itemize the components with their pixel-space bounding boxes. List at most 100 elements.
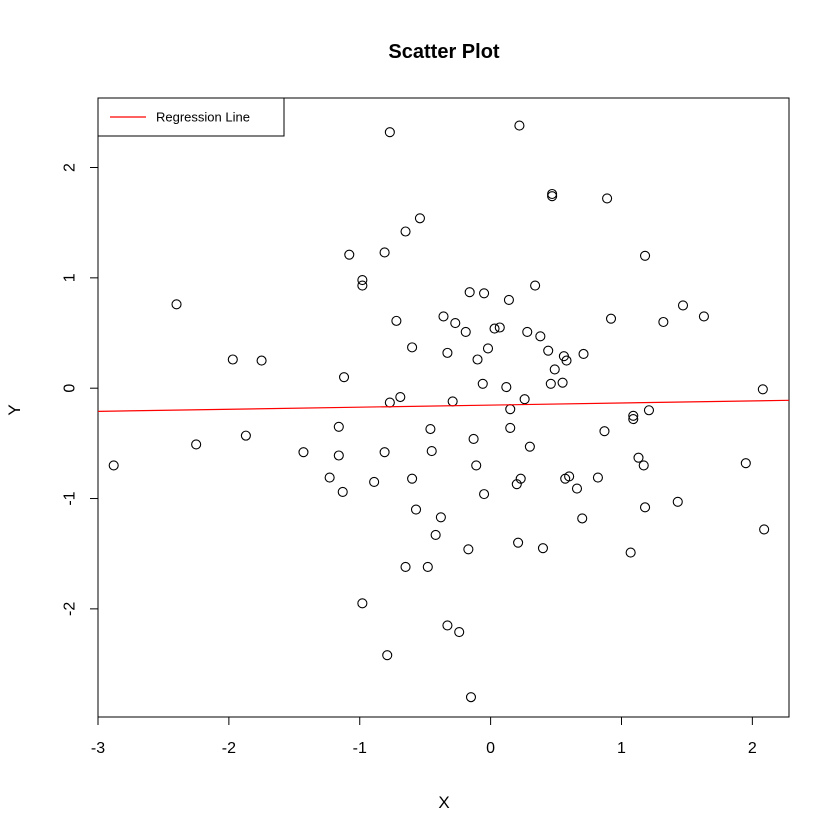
data-point-97: [740, 458, 751, 469]
data-point-76: [561, 355, 572, 366]
data-point-99: [759, 524, 770, 535]
data-point-30: [422, 561, 433, 572]
data-point-34: [435, 512, 446, 523]
data-point-7: [324, 472, 335, 483]
data-point-5: [256, 355, 267, 366]
data-point-60: [514, 120, 525, 131]
data-point-62: [519, 394, 530, 405]
data-point-29: [414, 213, 425, 224]
data-point-11: [338, 372, 350, 383]
data-point-35: [438, 311, 449, 322]
data-point-71: [547, 191, 558, 202]
data-point-21: [384, 397, 395, 408]
data-point-64: [524, 441, 535, 452]
data-point-61: [515, 473, 526, 484]
data-point-19: [382, 650, 393, 661]
y-tick-label-0: -2: [62, 602, 79, 616]
data-point-10: [337, 486, 348, 497]
data-point-66: [535, 331, 546, 342]
data-point-83: [602, 193, 613, 204]
data-point-48: [477, 378, 488, 389]
data-point-15: [357, 598, 368, 609]
x-tick-label-5: 2: [748, 740, 757, 757]
data-point-12: [344, 249, 355, 260]
data-point-50: [479, 489, 490, 500]
data-point-20: [384, 127, 395, 138]
x-tick-label-2: -1: [353, 740, 367, 757]
data-point-72: [549, 364, 560, 375]
data-point-88: [633, 452, 644, 463]
data-point-87: [628, 414, 639, 425]
data-point-23: [395, 391, 406, 403]
data-point-31: [425, 423, 436, 435]
data-point-3: [227, 354, 238, 365]
data-point-40: [454, 626, 465, 638]
data-point-73: [557, 377, 568, 388]
data-point-79: [577, 513, 588, 524]
data-point-43: [464, 287, 475, 298]
data-point-78: [571, 483, 583, 494]
data-point-95: [677, 300, 689, 311]
data-point-96: [698, 311, 709, 322]
data-point-4: [240, 430, 251, 441]
data-point-14: [357, 280, 368, 291]
data-point-32: [426, 446, 437, 457]
data-point-82: [599, 426, 610, 437]
y-tick-label-4: 2: [62, 163, 79, 172]
data-point-28: [410, 504, 422, 515]
regression-line: [97, 399, 790, 412]
data-point-52: [489, 323, 500, 334]
data-point-93: [658, 316, 669, 328]
data-point-46: [471, 460, 482, 471]
data-point-70: [547, 188, 558, 200]
y-tick-label-1: -1: [62, 491, 79, 505]
x-tick-label-0: -3: [91, 740, 105, 757]
data-point-55: [503, 294, 514, 305]
x-tick-label-1: -2: [222, 740, 236, 757]
plot-area: -3 -2 -1 0 1 2 -2 -1 0 1 2 Regression Line: [62, 97, 790, 757]
data-point-25: [400, 561, 411, 572]
data-point-22: [391, 315, 402, 326]
data-point-56: [505, 404, 516, 415]
data-point-68: [543, 345, 554, 356]
x-axis-label: X: [438, 793, 449, 812]
data-point-90: [639, 250, 651, 261]
data-point-84: [605, 313, 617, 324]
data-point-27: [407, 473, 418, 484]
data-point-18: [379, 447, 390, 458]
data-point-49: [479, 288, 490, 299]
x-tick-label-4: 1: [617, 740, 626, 757]
data-point-65: [530, 280, 541, 291]
data-point-36: [442, 347, 453, 358]
data-point-91: [639, 502, 651, 513]
data-point-26: [407, 342, 418, 353]
data-point-0: [108, 460, 119, 471]
data-point-92: [643, 405, 655, 416]
data-point-38: [447, 396, 458, 407]
data-point-8: [333, 421, 344, 432]
data-point-16: [369, 476, 380, 488]
data-point-54: [501, 382, 512, 393]
y-axis-label: Y: [5, 404, 24, 415]
data-point-1: [171, 299, 182, 310]
x-tick-label-3: 0: [486, 740, 495, 757]
data-point-85: [625, 547, 636, 558]
data-point-57: [505, 422, 516, 433]
data-point-67: [537, 543, 549, 554]
data-point-63: [522, 326, 533, 337]
data-point-47: [472, 354, 483, 365]
data-point-80: [578, 348, 589, 360]
data-point-59: [513, 537, 524, 548]
data-point-51: [482, 343, 494, 354]
data-point-13: [357, 275, 368, 286]
data-point-41: [460, 326, 471, 337]
data-point-37: [442, 620, 453, 631]
data-point-98: [757, 384, 768, 395]
data-point-33: [430, 529, 441, 540]
data-point-86: [628, 410, 639, 421]
chart-title: Scatter Plot: [388, 41, 499, 63]
data-point-77: [564, 471, 575, 482]
data-point-9: [333, 450, 344, 461]
y-tick-label-2: 0: [62, 384, 79, 393]
